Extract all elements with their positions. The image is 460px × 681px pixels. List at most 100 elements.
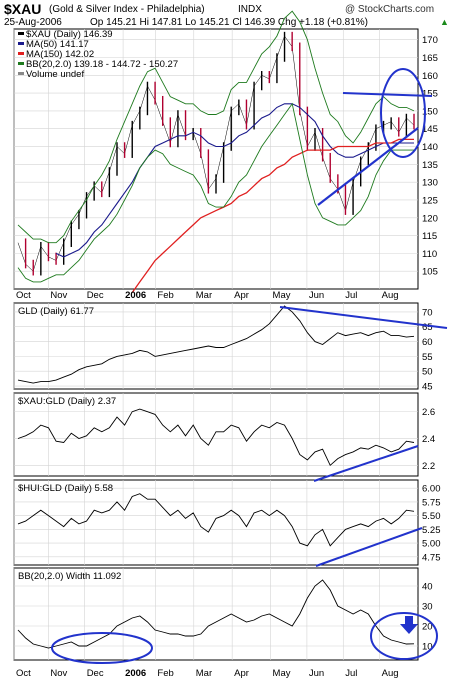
y-tick-label: 5.75	[422, 497, 441, 508]
chart-exchange: INDX	[238, 4, 262, 15]
panel-3: 4.75 5.00 5.25 5.50 5.75 6.00 $HUI:GLD (Daily)…	[13, 479, 441, 566]
panel-0: 105 110 115 120 125 130 135 140 145 150 155 160 165 1…	[13, 10, 438, 293]
panel-4: 10 20 30 40 BB(20,2.0) Width 11.092	[13, 567, 433, 661]
y-tick-label: 65	[422, 322, 433, 333]
x-tick-label: Nov	[50, 668, 67, 679]
x-tick-label: Mar	[196, 668, 212, 679]
panel-title: BB(20,2.0) Width 11.092	[18, 571, 121, 582]
y-tick-label: 155	[422, 89, 438, 100]
panel-title: GLD (Daily) 61.77	[18, 306, 94, 317]
x-tick-label: 2006	[125, 668, 146, 679]
y-tick-label: 130	[422, 178, 438, 189]
y-tick-label: 45	[422, 382, 433, 393]
legend-entry: $XAU (Daily) 146.39	[26, 29, 113, 40]
x-tick-label: Feb	[157, 290, 173, 301]
x-tick-label: Jul	[345, 290, 357, 301]
y-tick-label: 120	[422, 213, 438, 224]
bbwidth-low-ellipse	[51, 632, 153, 664]
series-line-ma-150-	[131, 138, 414, 293]
x-tick-label: Dec	[87, 290, 104, 301]
legend-entry: MA(150) 142.02	[26, 49, 94, 60]
y-tick-label: 5.50	[422, 511, 441, 522]
gld-down-trendline	[279, 306, 448, 329]
panel-2: 2.2 2.4 2.6 $XAU:GLD (Daily) 2.37	[13, 392, 435, 477]
y-tick-label: 105	[422, 267, 438, 278]
x-tick-label: Oct	[16, 290, 31, 301]
y-tick-label: 115	[422, 231, 437, 242]
y-tick-label: 150	[422, 106, 438, 117]
series-line-ma-50-	[55, 103, 414, 258]
x-tick-label: Dec	[87, 668, 104, 679]
y-tick-label: 50	[422, 367, 433, 378]
y-tick-label: 2.6	[422, 407, 435, 418]
y-tick-label: 5.00	[422, 539, 441, 550]
y-tick-label: 4.75	[422, 552, 441, 563]
series-line-bb-width	[17, 579, 415, 649]
y-tick-label: 5.25	[422, 525, 441, 536]
down-arrow-icon	[400, 616, 418, 634]
support-trendline	[317, 127, 419, 206]
y-tick-label: 2.4	[422, 434, 435, 445]
x-tick-label: Feb	[157, 668, 173, 679]
x-tick-label: Mar	[196, 290, 212, 301]
y-tick-label: 145	[422, 124, 438, 135]
legend-entry: BB(20,2.0) 139.18 - 144.72 - 150.27	[26, 59, 178, 70]
chart-date: 25-Aug-2006	[4, 17, 62, 28]
x-tick-label: Jun	[309, 290, 324, 301]
chart-name: (Gold & Silver Index - Philadelphia)	[49, 4, 205, 15]
x-tick-label: May	[273, 668, 291, 679]
series-line--hui-gld	[17, 493, 415, 547]
y-tick-label: 160	[422, 71, 438, 82]
legend-swatch	[18, 32, 24, 35]
panel-1: 45 50 55 60 65 70 GLD (Daily) 61.77	[13, 302, 433, 393]
legend-entry: Volume undef	[26, 69, 84, 80]
x-tick-label: Aug	[382, 668, 399, 679]
y-tick-label: 70	[422, 307, 433, 318]
legend-swatch	[18, 42, 24, 45]
xau-gld-trendline	[313, 445, 419, 482]
series-line--xau-gld	[17, 408, 415, 467]
quote-line: Op 145.21 Hi 147.81 Lo 145.21 Cl 146.39 …	[90, 17, 368, 28]
legend-swatch	[18, 72, 24, 75]
x-tick-label: Jun	[309, 668, 324, 679]
resistance-line	[342, 92, 433, 97]
x-tick-label: Apr	[234, 668, 249, 679]
y-tick-label: 140	[422, 142, 438, 153]
x-tick-label: 2006	[125, 290, 146, 301]
y-tick-label: 110	[422, 249, 437, 260]
y-tick-label: 6.00	[422, 484, 441, 495]
highlight-ellipse	[380, 68, 426, 158]
legend-entry: MA(50) 141.17	[26, 39, 89, 50]
y-tick-label: 55	[422, 352, 433, 363]
x-tick-label: Aug	[382, 290, 399, 301]
bbwidth-aug-ellipse	[370, 612, 438, 660]
y-tick-label: 165	[422, 53, 438, 64]
series-line-bb-upper	[17, 10, 415, 244]
hui-gld-trendline	[315, 527, 423, 567]
watermark: @ StockCharts.com	[345, 4, 435, 15]
x-tick-label: Apr	[234, 290, 249, 301]
x-tick-label: Oct	[16, 668, 31, 679]
series-line-bb-lower	[17, 102, 414, 283]
y-tick-label: 60	[422, 337, 433, 348]
series-line-gld-daily-	[17, 305, 415, 384]
y-tick-label: 40	[422, 582, 433, 593]
x-tick-label: Jul	[345, 668, 357, 679]
y-tick-label: 30	[422, 602, 433, 613]
y-tick-label: 135	[422, 160, 438, 171]
legend-swatch	[18, 52, 24, 55]
y-tick-label: 170	[422, 35, 438, 46]
x-tick-label: May	[273, 290, 291, 301]
y-tick-label: 2.2	[422, 461, 435, 472]
y-tick-label: 10	[422, 642, 433, 653]
panel-title: $HUI:GLD (Daily) 5.58	[18, 483, 113, 494]
panel-title: $XAU:GLD (Daily) 2.37	[18, 396, 116, 407]
y-tick-label: 125	[422, 195, 438, 206]
chart-symbol: $XAU	[4, 1, 42, 17]
change-arrow-icon: ▲	[440, 17, 449, 27]
x-tick-label: Nov	[50, 290, 67, 301]
y-tick-label: 20	[422, 622, 433, 633]
legend-swatch	[18, 62, 24, 65]
